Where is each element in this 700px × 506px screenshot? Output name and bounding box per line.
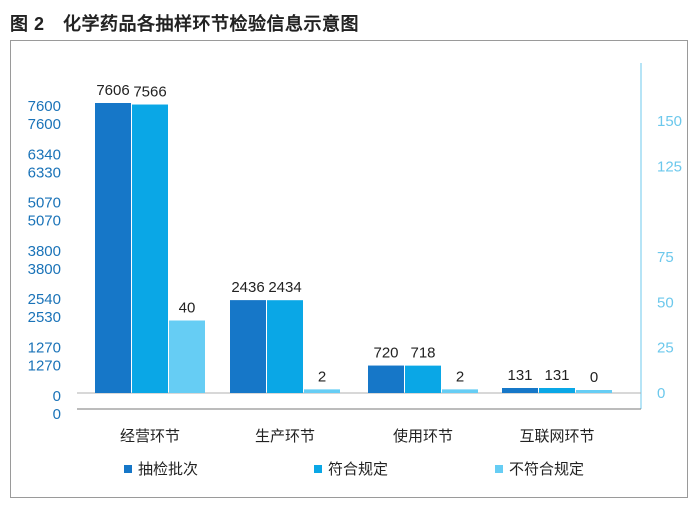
bar bbox=[304, 389, 340, 393]
bar bbox=[502, 388, 538, 393]
left-tick-label: 7600 bbox=[28, 116, 61, 133]
left-tick-label: 0 bbox=[53, 406, 61, 423]
left-tick-label: 2530 bbox=[28, 309, 61, 326]
left-tick-label: 5070 bbox=[28, 213, 61, 230]
right-tick-label: 75 bbox=[657, 249, 674, 266]
bar bbox=[576, 390, 612, 393]
left-tick-label: 6340 bbox=[28, 146, 61, 163]
data-label: 718 bbox=[410, 345, 435, 362]
data-label: 40 bbox=[179, 300, 196, 317]
data-label: 720 bbox=[373, 345, 398, 362]
bars-layer bbox=[95, 103, 612, 393]
left-tick-label: 3800 bbox=[28, 243, 61, 260]
left-tick-label: 7600 bbox=[28, 98, 61, 115]
data-label: 7606 bbox=[96, 82, 129, 99]
data-label: 2434 bbox=[268, 279, 301, 296]
right-tick-label: 25 bbox=[657, 340, 674, 357]
data-label: 7566 bbox=[133, 84, 166, 101]
category-label: 互联网环节 bbox=[519, 428, 594, 445]
data-label: 2436 bbox=[231, 279, 264, 296]
data-label: 131 bbox=[507, 367, 532, 384]
left-tick-label: 0 bbox=[53, 388, 61, 405]
bar bbox=[368, 365, 404, 393]
bar bbox=[95, 103, 131, 393]
data-label: 131 bbox=[544, 367, 569, 384]
data-label: 2 bbox=[318, 368, 326, 385]
left-tick-label: 1270 bbox=[28, 358, 61, 375]
legend-entry: 不符合规定 bbox=[509, 461, 584, 478]
bar bbox=[442, 389, 478, 393]
left-tick-label: 2540 bbox=[28, 291, 61, 308]
axes-layer: 7600760063406330507050703800380025402530… bbox=[28, 63, 682, 423]
category-label: 生产环节 bbox=[255, 428, 315, 445]
left-tick-label: 6330 bbox=[28, 164, 61, 181]
category-label: 使用环节 bbox=[393, 428, 453, 445]
data-labels-layer: 7606 7566 40 经营环节 2436 2434 2 生产环节 720 718 2 使用环节 13… bbox=[96, 82, 598, 445]
legend: 抽检批次 符合规定 不符合规定 bbox=[124, 461, 584, 478]
bar-chart: 7600760063406330507050703800380025402530… bbox=[28, 63, 682, 478]
right-tick-label: 50 bbox=[657, 294, 674, 311]
legend-swatch bbox=[314, 465, 322, 473]
data-label: 2 bbox=[456, 368, 464, 385]
bar bbox=[132, 104, 168, 393]
legend-entry: 符合规定 bbox=[328, 461, 388, 478]
right-tick-label: 150 bbox=[657, 113, 682, 130]
bar bbox=[169, 320, 205, 393]
bar bbox=[267, 300, 303, 393]
legend-swatch bbox=[124, 465, 132, 473]
legend-swatch bbox=[495, 465, 503, 473]
legend-entry: 抽检批次 bbox=[138, 461, 198, 478]
left-tick-label: 3800 bbox=[28, 261, 61, 278]
chart-frame: 7600 7600 6340 6330 5070 5070 3800 3800 2540 2530… bbox=[10, 40, 688, 498]
left-tick-label: 1270 bbox=[28, 340, 61, 357]
category-label: 经营环节 bbox=[120, 428, 180, 445]
figure-title: 图 2 化学药品各抽样环节检验信息示意图 bbox=[10, 14, 360, 34]
left-tick-label: 5070 bbox=[28, 195, 61, 212]
bar bbox=[539, 388, 575, 393]
bar bbox=[405, 365, 441, 393]
data-label: 0 bbox=[590, 369, 598, 386]
bar bbox=[230, 300, 266, 393]
right-tick-label: 125 bbox=[657, 158, 682, 175]
right-tick-label: 0 bbox=[657, 385, 665, 402]
